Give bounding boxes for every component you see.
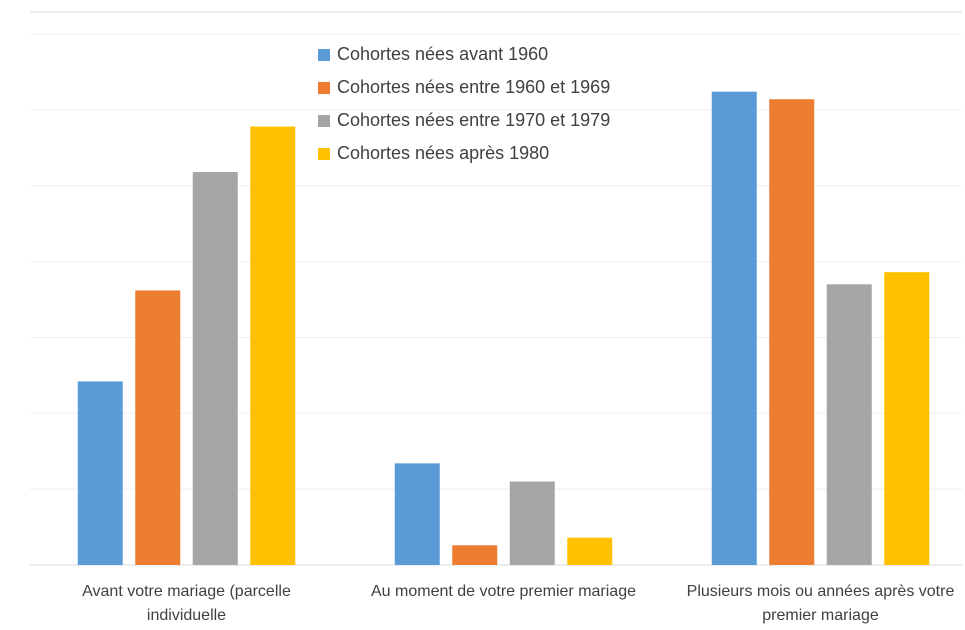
legend-swatch (318, 148, 330, 160)
bar (77, 381, 123, 565)
legend-swatch (318, 82, 330, 94)
bar (509, 481, 555, 565)
bar (192, 172, 238, 565)
bar (884, 272, 930, 565)
bar (250, 126, 296, 565)
legend-swatch (318, 49, 330, 61)
bar (711, 91, 757, 565)
bar (567, 537, 613, 565)
x-tick-label: Avant votre mariage (parcelle individuel… (82, 583, 291, 624)
legend-swatch (318, 115, 330, 127)
bar (826, 284, 872, 565)
bar (394, 463, 440, 565)
bar (769, 99, 815, 565)
legend-label: Cohortes nées entre 1960 et 1969 (337, 77, 610, 97)
x-tick-label: Plusieurs mois ou années après votre pre… (686, 583, 955, 624)
x-tick-label: Au moment de votre premier mariage (371, 583, 636, 600)
legend-label: Cohortes nées entre 1970 et 1979 (337, 110, 610, 130)
bar (135, 290, 181, 565)
legend-label: Cohortes nées avant 1960 (337, 44, 548, 64)
bar (452, 545, 498, 565)
legend-label: Cohortes nées après 1980 (337, 143, 549, 163)
